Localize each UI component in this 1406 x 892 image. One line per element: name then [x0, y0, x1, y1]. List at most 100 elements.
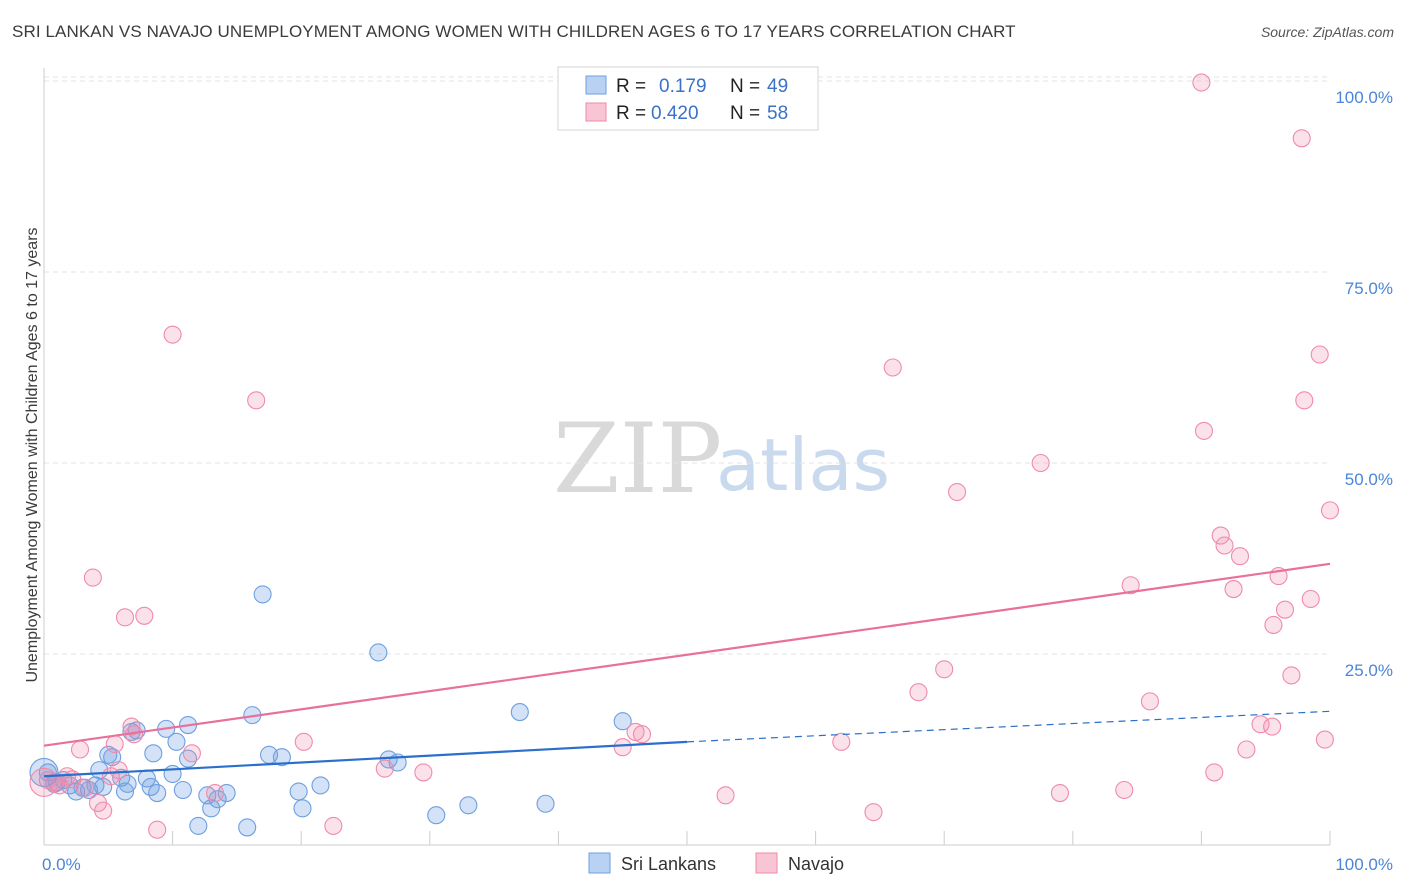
sri-lankans-point: [189, 816, 208, 835]
bottom-legend-label-navajo: Navajo: [788, 854, 844, 874]
bottom-legend-swatch-sri-lankans: [588, 852, 611, 874]
sri-lankans-point: [289, 782, 308, 801]
navajo-point: [1230, 547, 1250, 566]
y-tick-label: 100.0%: [1335, 88, 1393, 107]
sri-lankans-point: [253, 585, 272, 604]
sri-lankans-point: [536, 794, 555, 813]
x-tick-label: 0.0%: [42, 855, 81, 874]
sri-lankans-point: [173, 780, 192, 800]
bottom-legend-swatch-navajo: [755, 852, 778, 874]
navajo-point: [414, 763, 433, 782]
axes: 25.0% 50.0% 75.0% 100.0% 0.0% 100.0%: [42, 68, 1393, 874]
navajo-point: [832, 732, 851, 751]
legend-swatch-navajo: [585, 102, 607, 122]
navajo-point: [948, 482, 967, 502]
navajo-point: [1264, 615, 1283, 635]
sri-lankans-point: [510, 703, 529, 722]
navajo-point: [182, 744, 201, 763]
sri-lankans-trend-extension: [686, 710, 1331, 743]
navajo-point: [1292, 129, 1311, 148]
trend-lines: [43, 562, 1331, 778]
navajo-point: [1140, 692, 1160, 711]
sri-lankans-point: [427, 806, 446, 825]
sri-lankans-point: [202, 799, 221, 818]
correlation-legend: R = 0.179 N = 49 R = 0.420 N = 58: [557, 66, 819, 131]
navajo-point: [135, 606, 154, 625]
navajo-point: [1320, 501, 1340, 520]
navajo-point: [324, 816, 343, 835]
navajo-point: [1315, 730, 1334, 749]
navajo-point: [909, 683, 928, 702]
chart-title: SRI LANKAN VS NAVAJO UNEMPLOYMENT AMONG …: [12, 22, 1016, 41]
y-tick-label: 50.0%: [1345, 470, 1393, 489]
sri-lankans-point: [613, 712, 632, 731]
navajo-point: [375, 759, 394, 778]
navajo-trend-line: [43, 562, 1331, 747]
watermark-atlas: atlas: [716, 423, 890, 507]
y-tick-label: 25.0%: [1345, 661, 1393, 680]
navajo-point: [864, 803, 883, 822]
navajo-point: [247, 391, 266, 410]
navajo-point: [29, 767, 59, 797]
navajo-point: [70, 740, 90, 759]
sri-lankans-point: [167, 732, 186, 751]
legend-n-label: N =: [730, 76, 760, 97]
legend-n-value-navajo: 58: [767, 103, 788, 124]
watermark-zip: ZIP: [553, 403, 722, 515]
sri-lankans-point: [369, 643, 388, 662]
navajo-point: [935, 660, 954, 679]
navajo-point: [1224, 580, 1243, 599]
navajo-point: [94, 801, 113, 820]
navajo-point: [716, 786, 735, 805]
y-axis-label: Unemployment Among Women with Children A…: [24, 227, 41, 682]
sri-lankans-point: [144, 744, 163, 763]
legend-r-value-sri-lankans: 0.179: [659, 76, 707, 97]
navajo-point: [1194, 421, 1214, 440]
sri-lankans-point: [293, 799, 312, 818]
navajo-point: [1192, 73, 1211, 92]
navajo-point: [1205, 763, 1224, 782]
navajo-point: [613, 738, 632, 757]
sri-lankans-point: [115, 782, 135, 801]
navajo-point: [1275, 600, 1295, 619]
legend-swatch-sri-lankans: [585, 75, 607, 95]
series-legend: Sri Lankans Navajo: [588, 852, 844, 874]
navajo-point: [148, 820, 167, 839]
sri-lankans-point: [311, 776, 330, 795]
y-tick-label: 75.0%: [1345, 279, 1393, 298]
navajo-point: [1295, 391, 1314, 410]
navajo-point: [105, 735, 124, 754]
legend-r-value-navajo: 0.420: [651, 103, 699, 124]
navajo-point: [109, 761, 128, 780]
navajo-point: [1031, 453, 1050, 473]
navajo-point: [1237, 740, 1256, 759]
legend-n-value-sri-lankans: 49: [767, 76, 788, 97]
legend-r-label: R =: [616, 103, 646, 124]
navajo-point: [632, 725, 652, 744]
navajo-point: [1121, 576, 1140, 595]
sri-lankans-point: [459, 796, 478, 815]
navajo-point: [1310, 345, 1329, 364]
x-tick-label: 100.0%: [1335, 855, 1393, 874]
navajo-point: [1263, 717, 1282, 736]
navajo-point: [1211, 526, 1230, 545]
navajo-point: [1115, 780, 1134, 800]
grid-lines: [44, 76, 1330, 655]
sri-lankans-point: [238, 818, 257, 837]
navajo-point: [883, 358, 902, 377]
navajo-point: [205, 783, 225, 803]
navajo-point: [76, 778, 95, 797]
sri-lankans-point: [29, 757, 59, 787]
navajo-point: [294, 732, 313, 751]
legend-n-label: N =: [730, 103, 760, 124]
navajo-point: [83, 568, 102, 587]
navajo-point: [1251, 715, 1270, 734]
navajo-point: [1282, 666, 1301, 685]
source-label: Source: ZipAtlas.com: [1260, 24, 1394, 40]
navajo-point: [163, 325, 182, 344]
sri-lankans-point: [272, 748, 291, 767]
bottom-legend-label-sri-lankans: Sri Lankans: [621, 854, 716, 874]
legend-r-label: R =: [616, 76, 646, 97]
sri-lankans-trend-line: [43, 740, 688, 778]
